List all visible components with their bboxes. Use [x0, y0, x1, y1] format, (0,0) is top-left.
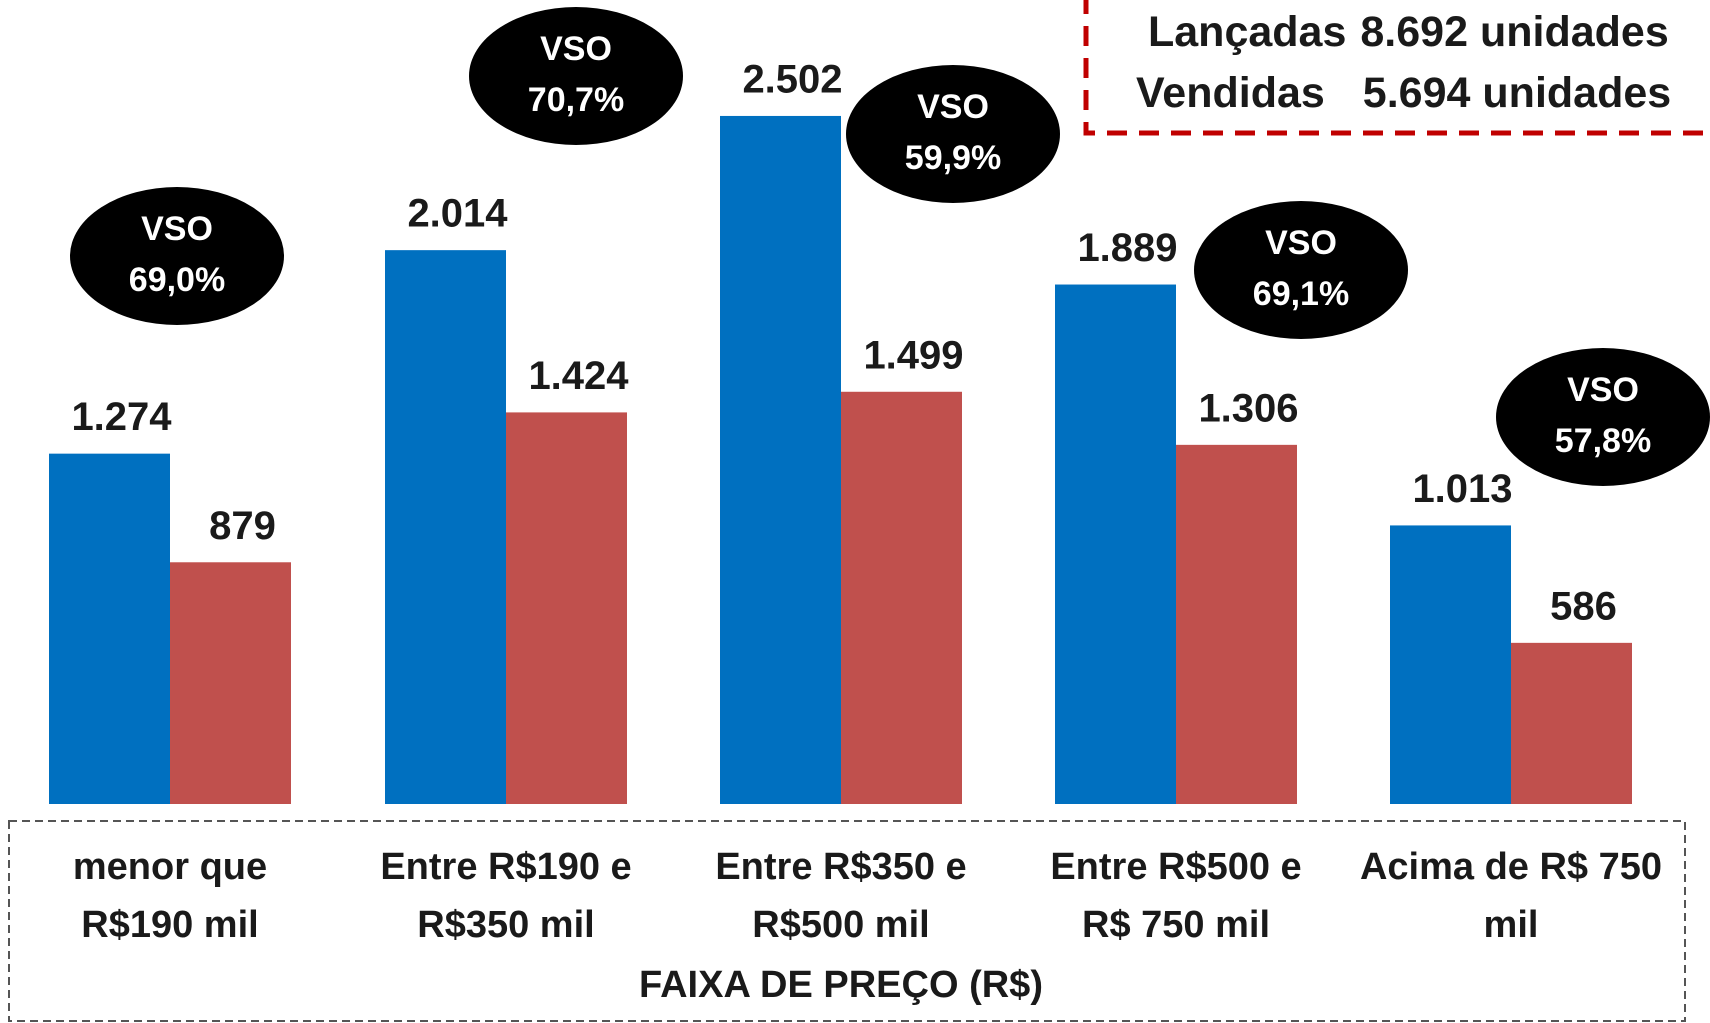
vso-label: 69,0%	[129, 261, 225, 299]
legend-box	[1083, 0, 1710, 136]
vso-title: VSO	[1567, 371, 1639, 409]
legend-entry: Lançadas 8.692 unidades	[1148, 8, 1669, 56]
vso-bubble	[469, 7, 683, 145]
legend-name: Lançadas	[1148, 8, 1346, 56]
x-tick-label: menor que R$190 mil	[72, 846, 268, 946]
bar	[506, 412, 627, 804]
bar	[1055, 284, 1176, 804]
legend-entry: Vendidas 5.694 unidades	[1136, 69, 1671, 117]
vso-label: 57,8%	[1555, 422, 1651, 460]
vso-title: VSO	[917, 88, 989, 126]
x-tick-label: Entre R$190 e R$350 mil	[380, 846, 632, 946]
data-label: 1.274	[71, 395, 172, 439]
vso-bubble	[1194, 201, 1408, 339]
vso-bubble	[846, 65, 1060, 203]
legend-unit: unidades	[1480, 8, 1669, 56]
bar	[49, 453, 170, 804]
bar	[1176, 444, 1297, 804]
data-label: 1.499	[863, 333, 963, 377]
data-label: 1.424	[528, 354, 629, 398]
x-tick-label: Acima de R$ 750 mil	[1359, 846, 1663, 946]
vso-label: 59,9%	[905, 139, 1001, 177]
data-label: 1.013	[1412, 467, 1512, 511]
bar	[170, 562, 291, 804]
data-label: 586	[1550, 584, 1617, 628]
bar	[1511, 642, 1632, 804]
bar	[1390, 525, 1511, 804]
data-label: 2.502	[742, 58, 842, 102]
data-label: 1.889	[1077, 226, 1177, 270]
legend-total: 8.692	[1360, 8, 1468, 56]
x-tick-label: Entre R$350 e R$500 mil	[715, 846, 967, 946]
vso-label: 70,7%	[528, 81, 624, 119]
vso-label: 69,1%	[1253, 275, 1349, 313]
legend-total: 5.694	[1363, 69, 1471, 117]
vso-title: VSO	[1265, 224, 1337, 262]
vso-bubble	[70, 187, 284, 325]
x-axis-label: FAIXA DE PREÇO (R$)	[639, 964, 1043, 1006]
data-label: 2.014	[407, 192, 508, 236]
legend-name: Vendidas	[1136, 69, 1325, 117]
data-label: 1.306	[1198, 386, 1298, 430]
x-tick-label: Entre R$500 e R$ 750 mil	[1050, 846, 1302, 946]
data-label: 879	[209, 504, 276, 548]
bar	[841, 391, 962, 804]
bar	[385, 250, 506, 804]
vso-title: VSO	[540, 30, 612, 68]
legend-unit: unidades	[1482, 69, 1671, 117]
category-box	[8, 820, 1686, 1022]
bar	[720, 115, 841, 804]
vso-title: VSO	[141, 210, 213, 248]
vso-bubble	[1496, 348, 1710, 486]
